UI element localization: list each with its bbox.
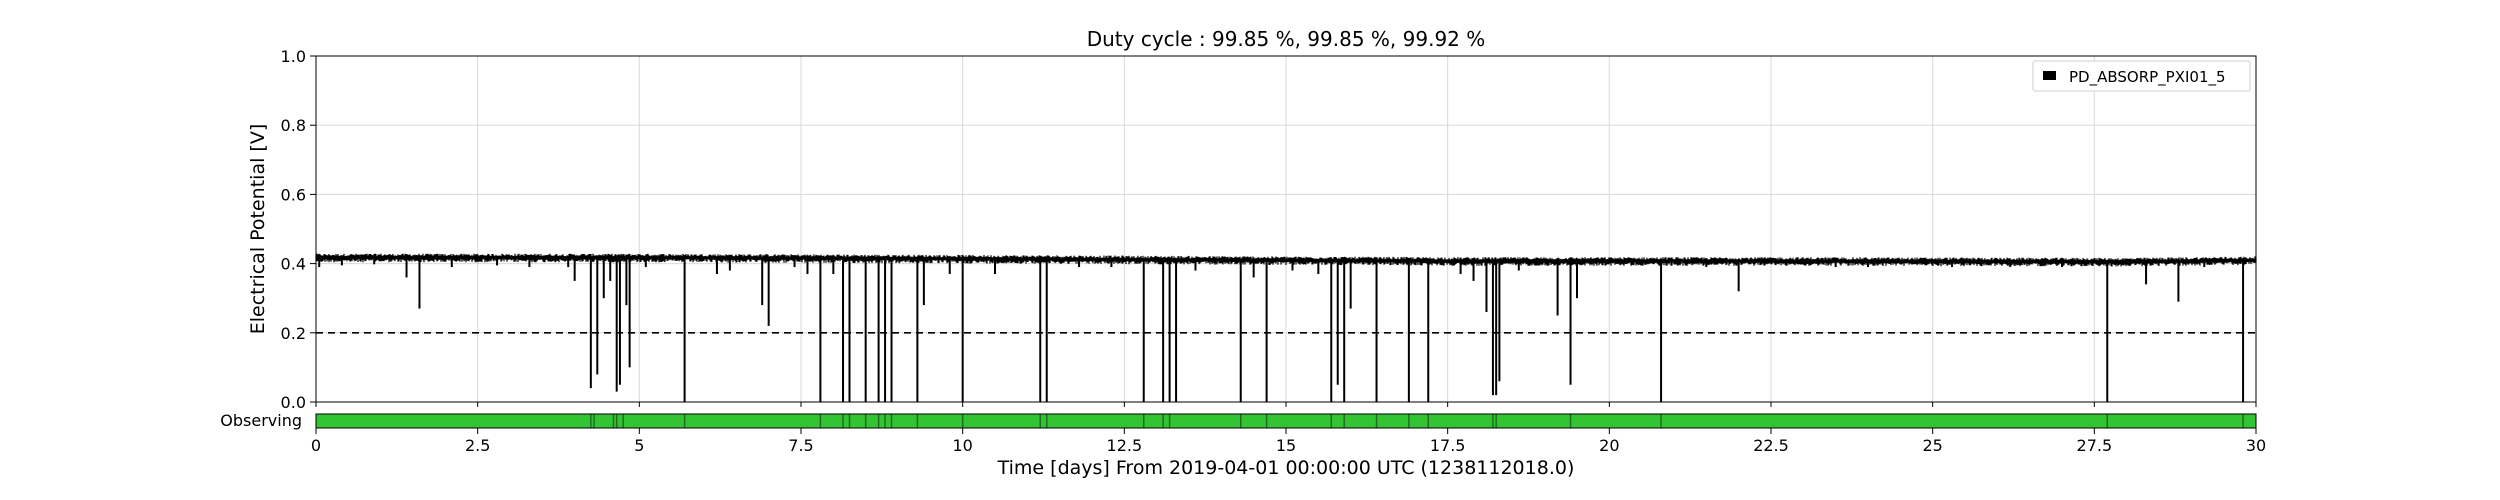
x-tick-label: 15 [1276,436,1296,455]
x-tick-label: 5 [634,436,644,455]
plot-area [315,253,2257,402]
x-tick-label: 30 [2246,436,2266,455]
y-tick-label: 0.0 [281,393,306,412]
legend: PD_ABSORP_PXI01_5 [2032,60,2251,92]
x-tick-label: 10 [952,436,972,455]
x-tick-label: 0 [311,436,321,455]
x-axis-label: Time [days] From 2019-04-01 00:00:00 UTC… [997,457,1575,479]
x-tick-label: 25 [1922,436,1942,455]
x-tick-label: 2.5 [465,436,490,455]
x-tick-label: 27.5 [2077,436,2113,455]
axes-frame [315,55,2257,403]
x-tick-label: 17.5 [1430,436,1466,455]
legend-swatch [2043,71,2056,80]
grid [315,55,2257,407]
y-tick-label: 0.8 [281,116,306,135]
y-tick-label: 0.2 [281,324,306,343]
y-tick-label: 0.4 [281,255,306,274]
x-tick-label: 12.5 [1107,436,1143,455]
y-tick-label: 0.6 [281,185,306,204]
x-tick-label: 20 [1599,436,1619,455]
chart-title: Duty cycle : 99.85 %, 99.85 %, 99.92 % [1087,27,1486,51]
state-bar-label: Observing [220,411,302,430]
x-tick-label: 7.5 [788,436,813,455]
x-tick-label: 22.5 [1753,436,1789,455]
state-bar-fill [316,414,2256,428]
state-bar [315,413,2257,429]
y-axis-label: Electrical Potential [V] [247,124,269,334]
y-axis: 0.0 0.2 0.4 0.6 0.8 1.0 [281,47,316,412]
legend-box [2032,60,2251,92]
x-axis: 0 2.5 5 7.5 10 12.5 15 17.5 20 22.5 25 27.5 30 [311,428,2266,455]
y-tick-label: 1.0 [281,47,306,66]
legend-entry-label: PD_ABSORP_PXI01_5 [2069,68,2226,87]
